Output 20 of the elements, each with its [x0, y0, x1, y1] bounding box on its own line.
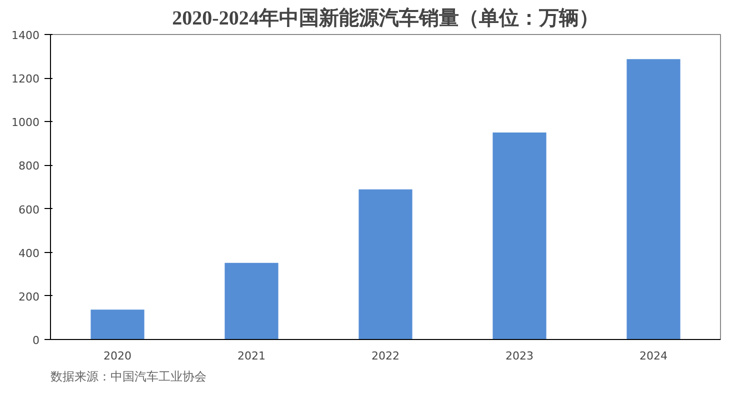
y-tick-label: 200: [18, 290, 40, 304]
y-tick-label: 1400: [12, 29, 40, 42]
y-tick-label: 1200: [12, 72, 40, 86]
y-tick-label: 600: [18, 203, 40, 216]
x-tick-label: 2022: [372, 350, 400, 362]
bar: [224, 262, 278, 340]
y-tick-label: 400: [18, 246, 40, 260]
y-tick-label: 0: [32, 334, 40, 347]
chart-title: 2020-2024年中国新能源汽车销量（单位：万辆）: [172, 6, 599, 30]
bar: [492, 132, 546, 340]
x-tick-label: 2023: [506, 350, 534, 362]
bar: [90, 310, 144, 340]
x-tick-label: 2024: [640, 350, 668, 362]
bar: [358, 189, 412, 340]
x-tick-label: 2020: [104, 350, 132, 362]
source-note: 数据来源：中国汽车工业协会: [50, 370, 206, 384]
bar: [626, 59, 680, 340]
y-tick-label: 800: [18, 160, 40, 173]
x-tick-label: 2021: [238, 350, 266, 362]
y-tick-label: 1000: [12, 116, 40, 130]
